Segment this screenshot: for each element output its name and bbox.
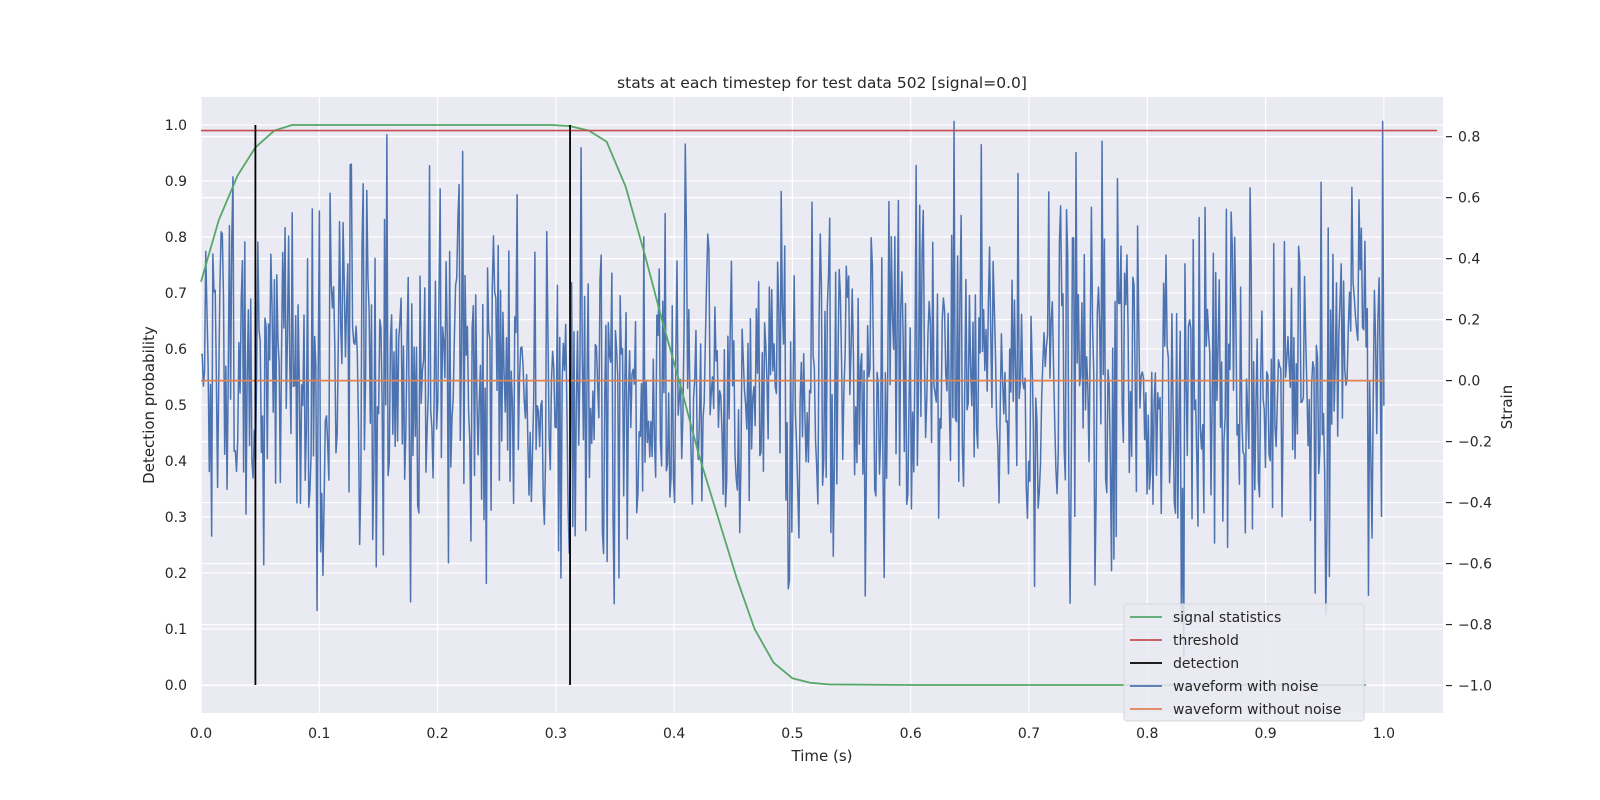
series-waveform-with-noise [200, 120, 1385, 657]
legend-label-waveform-without-noise: waveform without noise [1173, 702, 1341, 718]
y-tick-label-right: 0.0 [1458, 374, 1480, 390]
x-tick-label: 0.0 [190, 726, 212, 742]
y-tick-label-right: 0.8 [1458, 130, 1480, 146]
x-tick-label: 1.0 [1373, 726, 1395, 742]
x-tick-label: 0.6 [900, 726, 922, 742]
x-tick-label: 0.9 [1254, 726, 1276, 742]
x-tick-label: 0.2 [426, 726, 448, 742]
legend-label-detection: detection [1173, 656, 1239, 672]
y-tick-label-left: 0.8 [165, 230, 187, 246]
x-axis-label: Time (s) [791, 747, 853, 765]
x-tick-label: 0.5 [781, 726, 803, 742]
x-tick-label: 0.4 [663, 726, 685, 742]
y-tick-label-left: 0.9 [165, 174, 187, 190]
y-tick-label-right: 0.6 [1458, 191, 1480, 207]
y-tick-label-right: −0.4 [1458, 496, 1492, 512]
y-axis-label-right: Strain [1498, 385, 1516, 429]
legend-label-signal-statistics: signal statistics [1173, 610, 1281, 626]
y-tick-label-left: 0.0 [165, 678, 187, 694]
x-tick-label: 0.8 [1136, 726, 1158, 742]
y-tick-label-left: 0.7 [165, 286, 187, 302]
y-tick-label-right: −0.2 [1458, 435, 1492, 451]
y-tick-label-left: 0.5 [165, 398, 187, 414]
y-tick-label-left: 0.1 [165, 622, 187, 638]
legend-label-threshold: threshold [1173, 633, 1239, 649]
tick-layer: 0.0 0.1 0.2 0.3 0.4 0.5 0.6 0.7 0.8 0.9 1.0 0.0 0.1 0… [165, 118, 1492, 742]
legend-label-waveform-with-noise: waveform with noise [1173, 679, 1318, 695]
y-tick-label-left: 0.3 [165, 510, 187, 526]
series-signal-statistics [200, 124, 1367, 686]
y-tick-label-left: 0.6 [165, 342, 187, 358]
legend: signal statistics threshold detection wa… [1123, 603, 1365, 722]
y-tick-label-left: 0.2 [165, 566, 187, 582]
y-tick-label-right: −0.8 [1458, 618, 1492, 634]
y-tick-label-right: −0.6 [1458, 557, 1492, 573]
legend-box [1123, 603, 1365, 722]
y-tick-label-left: 0.4 [165, 454, 187, 470]
x-tick-label: 0.7 [1018, 726, 1040, 742]
x-tick-label: 0.3 [545, 726, 567, 742]
y-tick-label-left: 1.0 [165, 118, 187, 134]
series-layer [200, 120, 1438, 686]
chart-title: stats at each timestep for test data 502… [617, 74, 1027, 92]
x-tick-label: 0.1 [308, 726, 330, 742]
y-tick-label-right: 0.2 [1458, 313, 1480, 329]
y-axis-label-left: Detection probability [140, 326, 158, 484]
y-tick-label-right: −1.0 [1458, 679, 1492, 695]
y-tick-label-right: 0.4 [1458, 252, 1480, 268]
